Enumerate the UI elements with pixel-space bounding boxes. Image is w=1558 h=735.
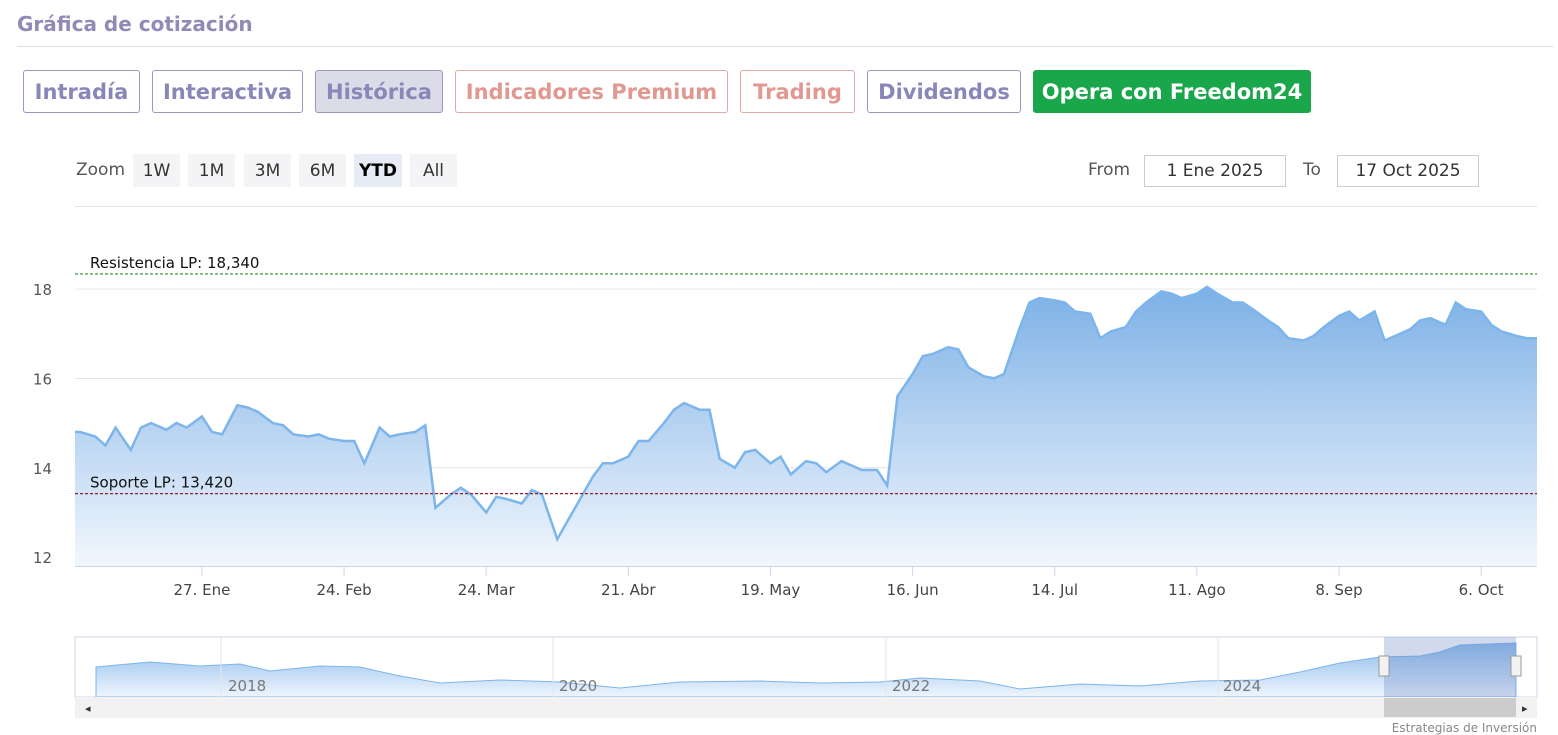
x-tick-label: 16. Jun [887,581,939,599]
navigator-handle[interactable] [1378,655,1390,677]
tab-active[interactable]: Histórica [315,70,443,113]
navigator-label: 2018 [228,677,266,695]
tab[interactable]: Interactiva [152,70,303,113]
navigator-area [95,642,1517,698]
x-tick-label: 27. Ene [173,581,230,599]
area [75,286,1537,566]
to-input[interactable]: 17 Oct 2025 [1337,155,1479,187]
scroll-arrow[interactable]: ▸ [1522,702,1528,715]
from-input[interactable]: 1 Ene 2025 [1144,155,1286,187]
y-tick-label: 14 [33,460,52,478]
navigator-selection[interactable] [1384,637,1516,697]
zoom-button[interactable]: All [410,154,457,187]
y-tick-label: 18 [33,281,52,299]
tab[interactable]: Dividendos [867,70,1021,113]
scrollbar[interactable] [75,697,1537,718]
navigator-label: 2022 [892,677,930,695]
x-tick-label: 24. Mar [458,581,516,599]
navigator-handle[interactable] [1510,655,1522,677]
scroll-arrow[interactable]: ◂ [85,702,91,715]
divider [17,46,1553,47]
x-tick-label: 14. Jul [1031,581,1078,599]
line [75,285,1537,543]
x-tick-label: 6. Oct [1459,581,1504,599]
tab[interactable]: Indicadores Premium [455,70,728,113]
navigator-label: 2020 [559,677,597,695]
navigator: ◂ ▸ 2018 2020 2022 2024 [74,636,1538,718]
zoom-button[interactable]: 3M [244,154,291,187]
scrollbar-thumb[interactable] [1384,698,1516,717]
level-label: Soporte LP: 13,420 [90,474,233,492]
x-tick-label: 21. Abr [601,581,656,599]
x-tick-label: 24. Feb [316,581,371,599]
tab[interactable]: Trading [740,70,855,113]
zoom-label: Zoom [76,160,126,180]
zoom-button-active[interactable]: YTD [354,154,402,187]
tab[interactable]: Intradía [23,70,140,113]
y-tick-label: 12 [33,549,52,567]
credit: Estrategias de Inversión [1392,721,1537,735]
from-label: From [1088,160,1131,180]
zoom-button[interactable]: 1M [188,154,235,187]
y-tick-label: 16 [33,370,52,388]
x-tick-label: 8. Sep [1315,581,1362,599]
zoom-button[interactable]: 1W [133,154,180,187]
level-label: Resistencia LP: 18,340 [90,254,259,272]
x-tick-label: 19. May [741,581,801,599]
page-title: Gráfica de cotización [17,12,253,36]
x-tick-label: 11. Ago [1168,581,1226,599]
zoom-button[interactable]: 6M [299,154,346,187]
navigator-label: 2024 [1223,677,1261,695]
tab-cta[interactable]: Opera con Freedom24 [1033,70,1311,113]
to-label: To [1303,160,1321,180]
